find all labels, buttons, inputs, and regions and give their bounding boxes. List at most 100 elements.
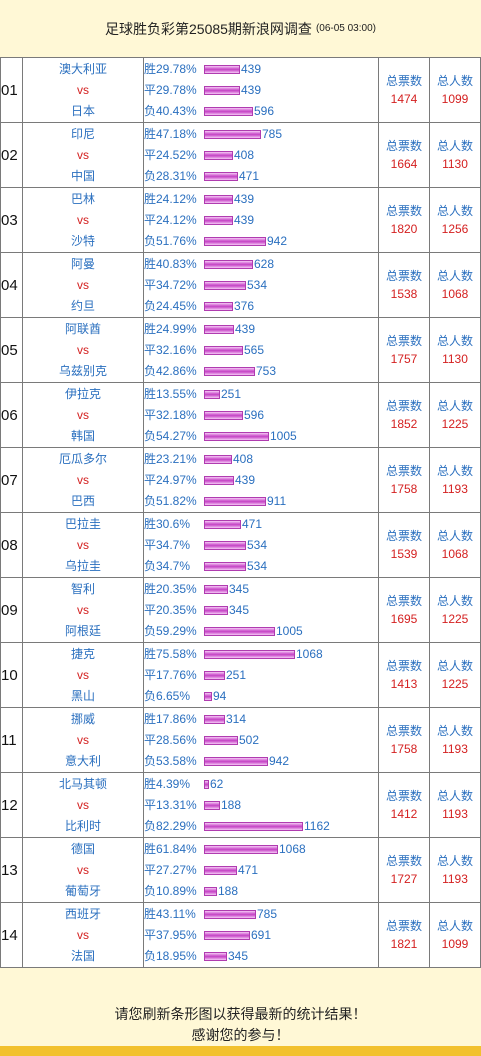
total-people-cell: 总人数 1225 xyxy=(429,577,481,643)
total-votes-cell: 总票数 1758 xyxy=(378,447,430,513)
home-team[interactable]: 巴拉圭 xyxy=(64,516,101,531)
draw-bar xyxy=(204,800,220,810)
match-number: 11 xyxy=(0,707,23,773)
win-bar xyxy=(204,649,295,659)
lose-bar xyxy=(204,626,275,636)
total-votes-value: 1758 xyxy=(390,742,418,756)
home-team[interactable]: 北马其顿 xyxy=(58,776,107,791)
draw-bar xyxy=(204,735,238,745)
home-team[interactable]: 巴林 xyxy=(70,191,95,206)
away-team[interactable]: 比利时 xyxy=(64,818,101,833)
win-count: 439 xyxy=(234,191,255,206)
lose-percent: 34.7% xyxy=(156,558,191,573)
total-people-label: 总人数 xyxy=(436,659,473,673)
away-team[interactable]: 约旦 xyxy=(70,298,95,313)
win-percent: 13.55% xyxy=(156,386,197,401)
win-percent: 40.83% xyxy=(156,256,197,271)
lose-count: 753 xyxy=(256,363,277,378)
draw-bar xyxy=(204,215,233,225)
home-team[interactable]: 澳大利亚 xyxy=(58,61,107,76)
win-label: 胜 xyxy=(144,776,157,791)
vote-bars: 胜 24.12% 439 平 24.12% 439 负 51.76% 942 xyxy=(143,187,379,253)
draw-percent: 34.7% xyxy=(156,537,191,552)
lose-percent: 28.31% xyxy=(156,168,197,183)
total-votes-label: 总票数 xyxy=(385,854,422,868)
lose-row: 负 42.86% 753 xyxy=(144,361,378,382)
away-team[interactable]: 乌兹别克 xyxy=(58,363,107,378)
vs-label: vs xyxy=(77,82,89,97)
lose-label: 负 xyxy=(144,948,157,963)
total-votes-label: 总票数 xyxy=(385,919,422,933)
total-people-value: 1193 xyxy=(442,872,468,886)
match-teams: 巴拉圭 vs 乌拉圭 xyxy=(22,512,144,578)
total-people-label: 总人数 xyxy=(436,334,473,348)
lose-bar xyxy=(204,366,255,376)
away-team[interactable]: 中国 xyxy=(70,168,95,183)
total-votes-value: 1727 xyxy=(390,872,418,886)
home-team[interactable]: 西班牙 xyxy=(64,906,101,921)
match-number: 10 xyxy=(0,642,23,708)
away-team[interactable]: 韩国 xyxy=(70,428,95,443)
away-team[interactable]: 法国 xyxy=(70,948,95,963)
draw-row: 平 34.7% 534 xyxy=(144,535,378,556)
total-votes-value: 1758 xyxy=(390,482,418,496)
footer: 请您刷新条形图以获得最新的统计结果！ 感谢您的参与！ xyxy=(0,1000,481,1046)
draw-percent: 13.31% xyxy=(156,797,197,812)
home-team[interactable]: 德国 xyxy=(70,841,95,856)
lose-bar xyxy=(204,821,303,831)
away-team[interactable]: 乌拉圭 xyxy=(64,558,101,573)
vote-bars: 胜 17.86% 314 平 28.56% 502 负 53.58% 942 xyxy=(143,707,379,773)
lose-label: 负 xyxy=(144,168,157,183)
away-team[interactable]: 巴西 xyxy=(70,493,95,508)
match-teams: 挪威 vs 意大利 xyxy=(22,707,144,773)
total-people-cell: 总人数 1068 xyxy=(429,252,481,318)
home-team[interactable]: 阿联酋 xyxy=(64,321,101,336)
away-team[interactable]: 沙特 xyxy=(70,233,95,248)
total-people-value: 1193 xyxy=(442,807,468,821)
away-team[interactable]: 黑山 xyxy=(70,688,95,703)
away-team[interactable]: 阿根廷 xyxy=(64,623,101,638)
away-team[interactable]: 葡萄牙 xyxy=(64,883,101,898)
home-team[interactable]: 厄瓜多尔 xyxy=(58,451,107,466)
win-bar xyxy=(204,129,261,139)
win-percent: 29.78% xyxy=(156,61,197,76)
draw-row: 平 24.12% 439 xyxy=(144,210,378,231)
draw-count: 439 xyxy=(241,82,262,97)
draw-bar xyxy=(204,930,250,940)
match-row: 03 巴林 vs 沙特 胜 24.12% 439 平 24.12% 439 负 … xyxy=(0,187,481,253)
match-number: 02 xyxy=(0,122,23,188)
total-votes-value: 1820 xyxy=(390,222,418,236)
win-label: 胜 xyxy=(144,841,157,856)
lose-row: 负 51.76% 942 xyxy=(144,231,378,252)
poll-header: 足球胜负彩第25085期新浪网调查 (06-05 03:00) xyxy=(0,0,481,57)
total-people-cell: 总人数 1099 xyxy=(429,902,481,968)
vote-bars: 胜 23.21% 408 平 24.97% 439 负 51.82% 911 xyxy=(143,447,379,513)
lose-percent: 42.86% xyxy=(156,363,197,378)
match-teams: 智利 vs 阿根廷 xyxy=(22,577,144,643)
home-team[interactable]: 挪威 xyxy=(70,711,95,726)
draw-row: 平 13.31% 188 xyxy=(144,795,378,816)
total-people-label: 总人数 xyxy=(436,594,473,608)
lose-bar xyxy=(204,171,238,181)
away-team[interactable]: 日本 xyxy=(70,103,95,118)
win-row: 胜 30.6% 471 xyxy=(144,514,378,535)
home-team[interactable]: 阿曼 xyxy=(70,256,95,271)
draw-percent: 17.76% xyxy=(156,667,197,682)
total-votes-label: 总票数 xyxy=(385,334,422,348)
win-percent: 30.6% xyxy=(156,516,191,531)
win-count: 785 xyxy=(262,126,283,141)
match-number: 06 xyxy=(0,382,23,448)
home-team[interactable]: 伊拉克 xyxy=(64,386,101,401)
away-team[interactable]: 意大利 xyxy=(64,753,101,768)
home-team[interactable]: 捷克 xyxy=(70,646,95,661)
poll-table: 01 澳大利亚 vs 日本 胜 29.78% 439 平 29.78% 439 … xyxy=(0,57,481,968)
vote-bars: 胜 30.6% 471 平 34.7% 534 负 34.7% 534 xyxy=(143,512,379,578)
home-team[interactable]: 智利 xyxy=(70,581,95,596)
match-row: 13 德国 vs 葡萄牙 胜 61.84% 1068 平 27.27% 471 … xyxy=(0,837,481,903)
draw-count: 534 xyxy=(247,537,268,552)
vote-bars: 胜 20.35% 345 平 20.35% 345 负 59.29% 1005 xyxy=(143,577,379,643)
home-team[interactable]: 印尼 xyxy=(70,126,95,141)
match-teams: 厄瓜多尔 vs 巴西 xyxy=(22,447,144,513)
lose-count: 1005 xyxy=(276,623,303,638)
lose-row: 负 54.27% 1005 xyxy=(144,426,378,447)
